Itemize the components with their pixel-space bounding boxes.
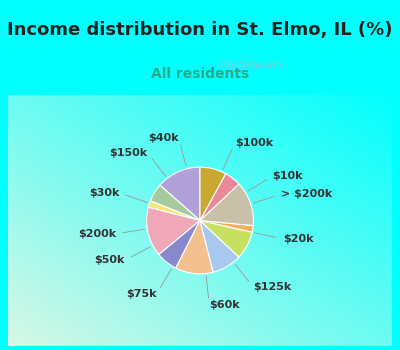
- Text: $200k: $200k: [78, 229, 116, 239]
- Wedge shape: [200, 220, 239, 272]
- Text: $60k: $60k: [209, 300, 240, 310]
- Text: Income distribution in St. Elmo, IL (%): Income distribution in St. Elmo, IL (%): [7, 21, 393, 39]
- Wedge shape: [160, 167, 200, 220]
- Text: All residents: All residents: [151, 67, 249, 81]
- Wedge shape: [200, 220, 253, 232]
- Text: $75k: $75k: [126, 289, 157, 299]
- Text: $20k: $20k: [283, 234, 314, 244]
- Wedge shape: [148, 201, 200, 220]
- Wedge shape: [200, 184, 253, 225]
- Text: $125k: $125k: [253, 282, 292, 292]
- Wedge shape: [200, 167, 226, 220]
- Wedge shape: [200, 174, 239, 220]
- Text: $40k: $40k: [148, 133, 179, 143]
- Text: > $200k: > $200k: [281, 189, 332, 199]
- Wedge shape: [176, 220, 213, 274]
- Wedge shape: [147, 207, 200, 254]
- Wedge shape: [150, 185, 200, 220]
- Text: $100k: $100k: [235, 138, 273, 148]
- Text: City-Data.com: City-Data.com: [218, 60, 282, 69]
- Text: $10k: $10k: [273, 171, 303, 181]
- Wedge shape: [159, 220, 200, 268]
- Text: $150k: $150k: [110, 148, 148, 158]
- Text: $30k: $30k: [89, 188, 119, 198]
- Text: $50k: $50k: [94, 256, 125, 265]
- Wedge shape: [200, 220, 252, 257]
